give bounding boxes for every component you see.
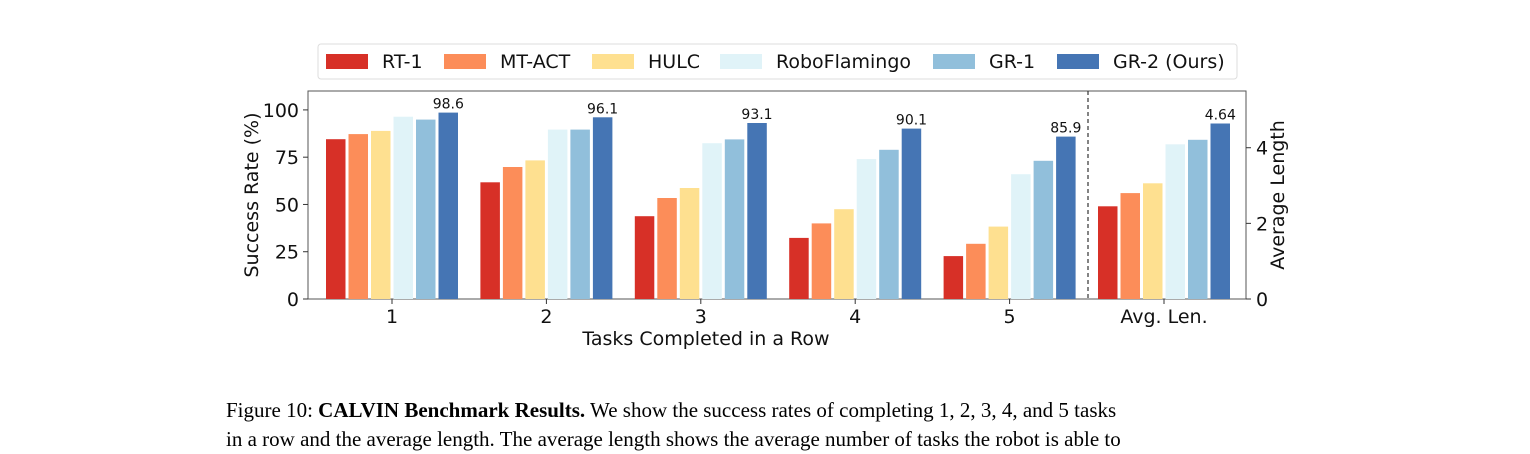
legend: RT-1 MT-ACT HULC RoboFlamingo GR-1 GR-2 (Ours… bbox=[317, 43, 1238, 80]
value-labels: 98.6 96.1 93.1 90.1 85.9 4.64 bbox=[433, 97, 1236, 137]
x-axis-label: Tasks Completed in a Row bbox=[581, 328, 829, 350]
value-label: 85.9 bbox=[1050, 121, 1081, 137]
x-tick-label: 5 bbox=[1004, 306, 1016, 328]
bar-hulc-5 bbox=[988, 226, 1009, 299]
y-axis-left: 0 25 50 75 100 bbox=[263, 100, 308, 311]
bar-gr-2-ours--2 bbox=[592, 117, 613, 299]
legend-label: RT-1 bbox=[382, 51, 423, 73]
bar-rt-1-3 bbox=[634, 216, 655, 299]
x-tick-label: 3 bbox=[695, 306, 707, 328]
y-tick-label-right: 2 bbox=[1256, 213, 1268, 235]
bar-mt-act-6 bbox=[1120, 193, 1140, 299]
x-tick-label: Avg. Len. bbox=[1120, 306, 1207, 328]
y-axis-label-right: Average Length bbox=[1267, 120, 1289, 270]
bar-rt-1-4 bbox=[789, 237, 809, 299]
bar-hulc-2 bbox=[525, 160, 545, 299]
value-label: 90.1 bbox=[896, 113, 927, 129]
bar-roboflamingo-4 bbox=[856, 159, 877, 299]
bar-gr-2-ours--5 bbox=[1056, 136, 1076, 299]
bar-rt-1-1 bbox=[326, 139, 346, 299]
y-tick-label-right: 4 bbox=[1256, 138, 1268, 160]
bar-gr-2-ours--1 bbox=[438, 112, 458, 299]
bar-roboflamingo-1 bbox=[393, 116, 413, 299]
y-tick-label: 50 bbox=[275, 194, 299, 216]
bars bbox=[326, 112, 1230, 299]
bar-roboflamingo-5 bbox=[1011, 174, 1031, 299]
caption-text: We show the success rates of completing … bbox=[585, 398, 1117, 422]
legend-label: GR-1 bbox=[989, 51, 1035, 73]
bar-roboflamingo-6 bbox=[1165, 144, 1185, 299]
bar-mt-act-5 bbox=[966, 243, 986, 299]
bar-gr-2-ours--3 bbox=[747, 123, 767, 299]
legend-label: RoboFlamingo bbox=[776, 51, 911, 73]
bar-hulc-3 bbox=[679, 188, 700, 299]
caption-prefix: Figure 10: bbox=[226, 398, 319, 422]
y-tick-label: 0 bbox=[287, 289, 299, 311]
y-axis-right: 0 2 4 bbox=[1246, 138, 1268, 311]
bar-gr-1-5 bbox=[1033, 160, 1054, 299]
bar-hulc-4 bbox=[834, 209, 854, 299]
bar-hulc-6 bbox=[1143, 183, 1163, 299]
bar-gr-1-2 bbox=[570, 129, 590, 299]
bar-roboflamingo-2 bbox=[547, 129, 568, 299]
bar-gr-2-ours--4 bbox=[901, 128, 922, 299]
x-tick-label: 2 bbox=[540, 306, 552, 328]
bar-rt-1-6 bbox=[1098, 206, 1118, 299]
y-tick-label: 100 bbox=[263, 100, 299, 122]
legend-label: HULC bbox=[648, 51, 700, 73]
legend-swatch bbox=[933, 54, 975, 69]
legend-swatch bbox=[326, 54, 368, 69]
bar-mt-act-2 bbox=[502, 167, 523, 299]
bar-gr-1-4 bbox=[879, 149, 899, 299]
value-label: 96.1 bbox=[587, 101, 618, 117]
bar-rt-1-2 bbox=[480, 182, 500, 299]
bar-roboflamingo-3 bbox=[702, 143, 722, 299]
y-tick-label-right: 0 bbox=[1256, 289, 1268, 311]
bar-mt-act-3 bbox=[657, 198, 677, 299]
legend-frame bbox=[317, 43, 1238, 80]
bar-gr-2-ours--6 bbox=[1210, 123, 1230, 299]
value-label: 98.6 bbox=[433, 97, 464, 113]
bar-gr-1-6 bbox=[1188, 139, 1208, 299]
legend-label: GR-2 (Ours) bbox=[1113, 51, 1225, 73]
bar-mt-act-4 bbox=[811, 223, 832, 299]
legend-swatch bbox=[720, 54, 762, 69]
caption-line2: in a row and the average length. The ave… bbox=[226, 427, 1121, 451]
bar-gr-1-1 bbox=[416, 119, 436, 299]
x-tick-label: 4 bbox=[849, 306, 861, 328]
value-label: 93.1 bbox=[741, 107, 772, 123]
bar-rt-1-5 bbox=[943, 256, 964, 299]
legend-swatch bbox=[1057, 54, 1099, 69]
x-tick-label: 1 bbox=[386, 306, 398, 328]
caption-bold: CALVIN Benchmark Results. bbox=[318, 398, 586, 422]
figure-caption: Figure 10: CALVIN Benchmark Results. We … bbox=[226, 396, 1316, 454]
legend-swatch bbox=[444, 54, 486, 69]
y-tick-label: 75 bbox=[275, 147, 299, 169]
bar-hulc-1 bbox=[371, 130, 391, 299]
value-label: 4.64 bbox=[1205, 108, 1236, 124]
legend-label: MT-ACT bbox=[500, 51, 571, 73]
bar-gr-1-3 bbox=[724, 139, 745, 299]
y-axis-label-left: Success Rate (%) bbox=[241, 112, 263, 277]
bar-mt-act-1 bbox=[348, 134, 368, 299]
plot-area bbox=[307, 90, 1247, 300]
y-tick-label: 25 bbox=[275, 242, 299, 264]
calvin-bar-chart: RT-1 MT-ACT HULC RoboFlamingo GR-1 GR-2 (Ours… bbox=[241, 43, 1289, 350]
legend-swatch bbox=[592, 54, 634, 69]
x-axis: 1 2 3 4 5 Avg. Len. bbox=[386, 299, 1208, 328]
